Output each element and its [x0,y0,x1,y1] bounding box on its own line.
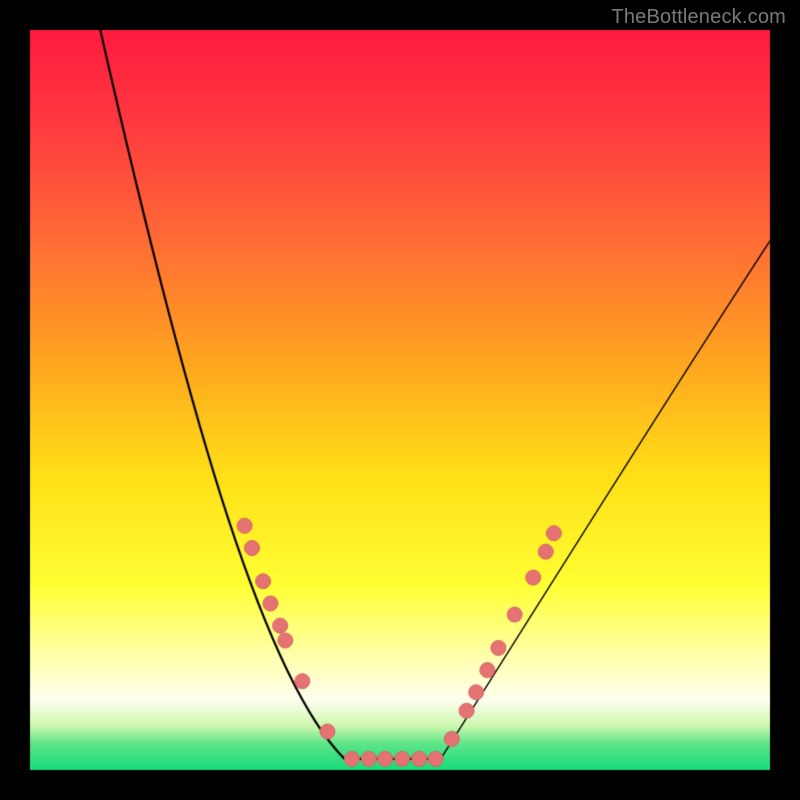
chart-stage: TheBottleneck.com [0,0,800,800]
bottleneck-curve-plot [0,0,800,800]
watermark-label: TheBottleneck.com [611,6,786,29]
